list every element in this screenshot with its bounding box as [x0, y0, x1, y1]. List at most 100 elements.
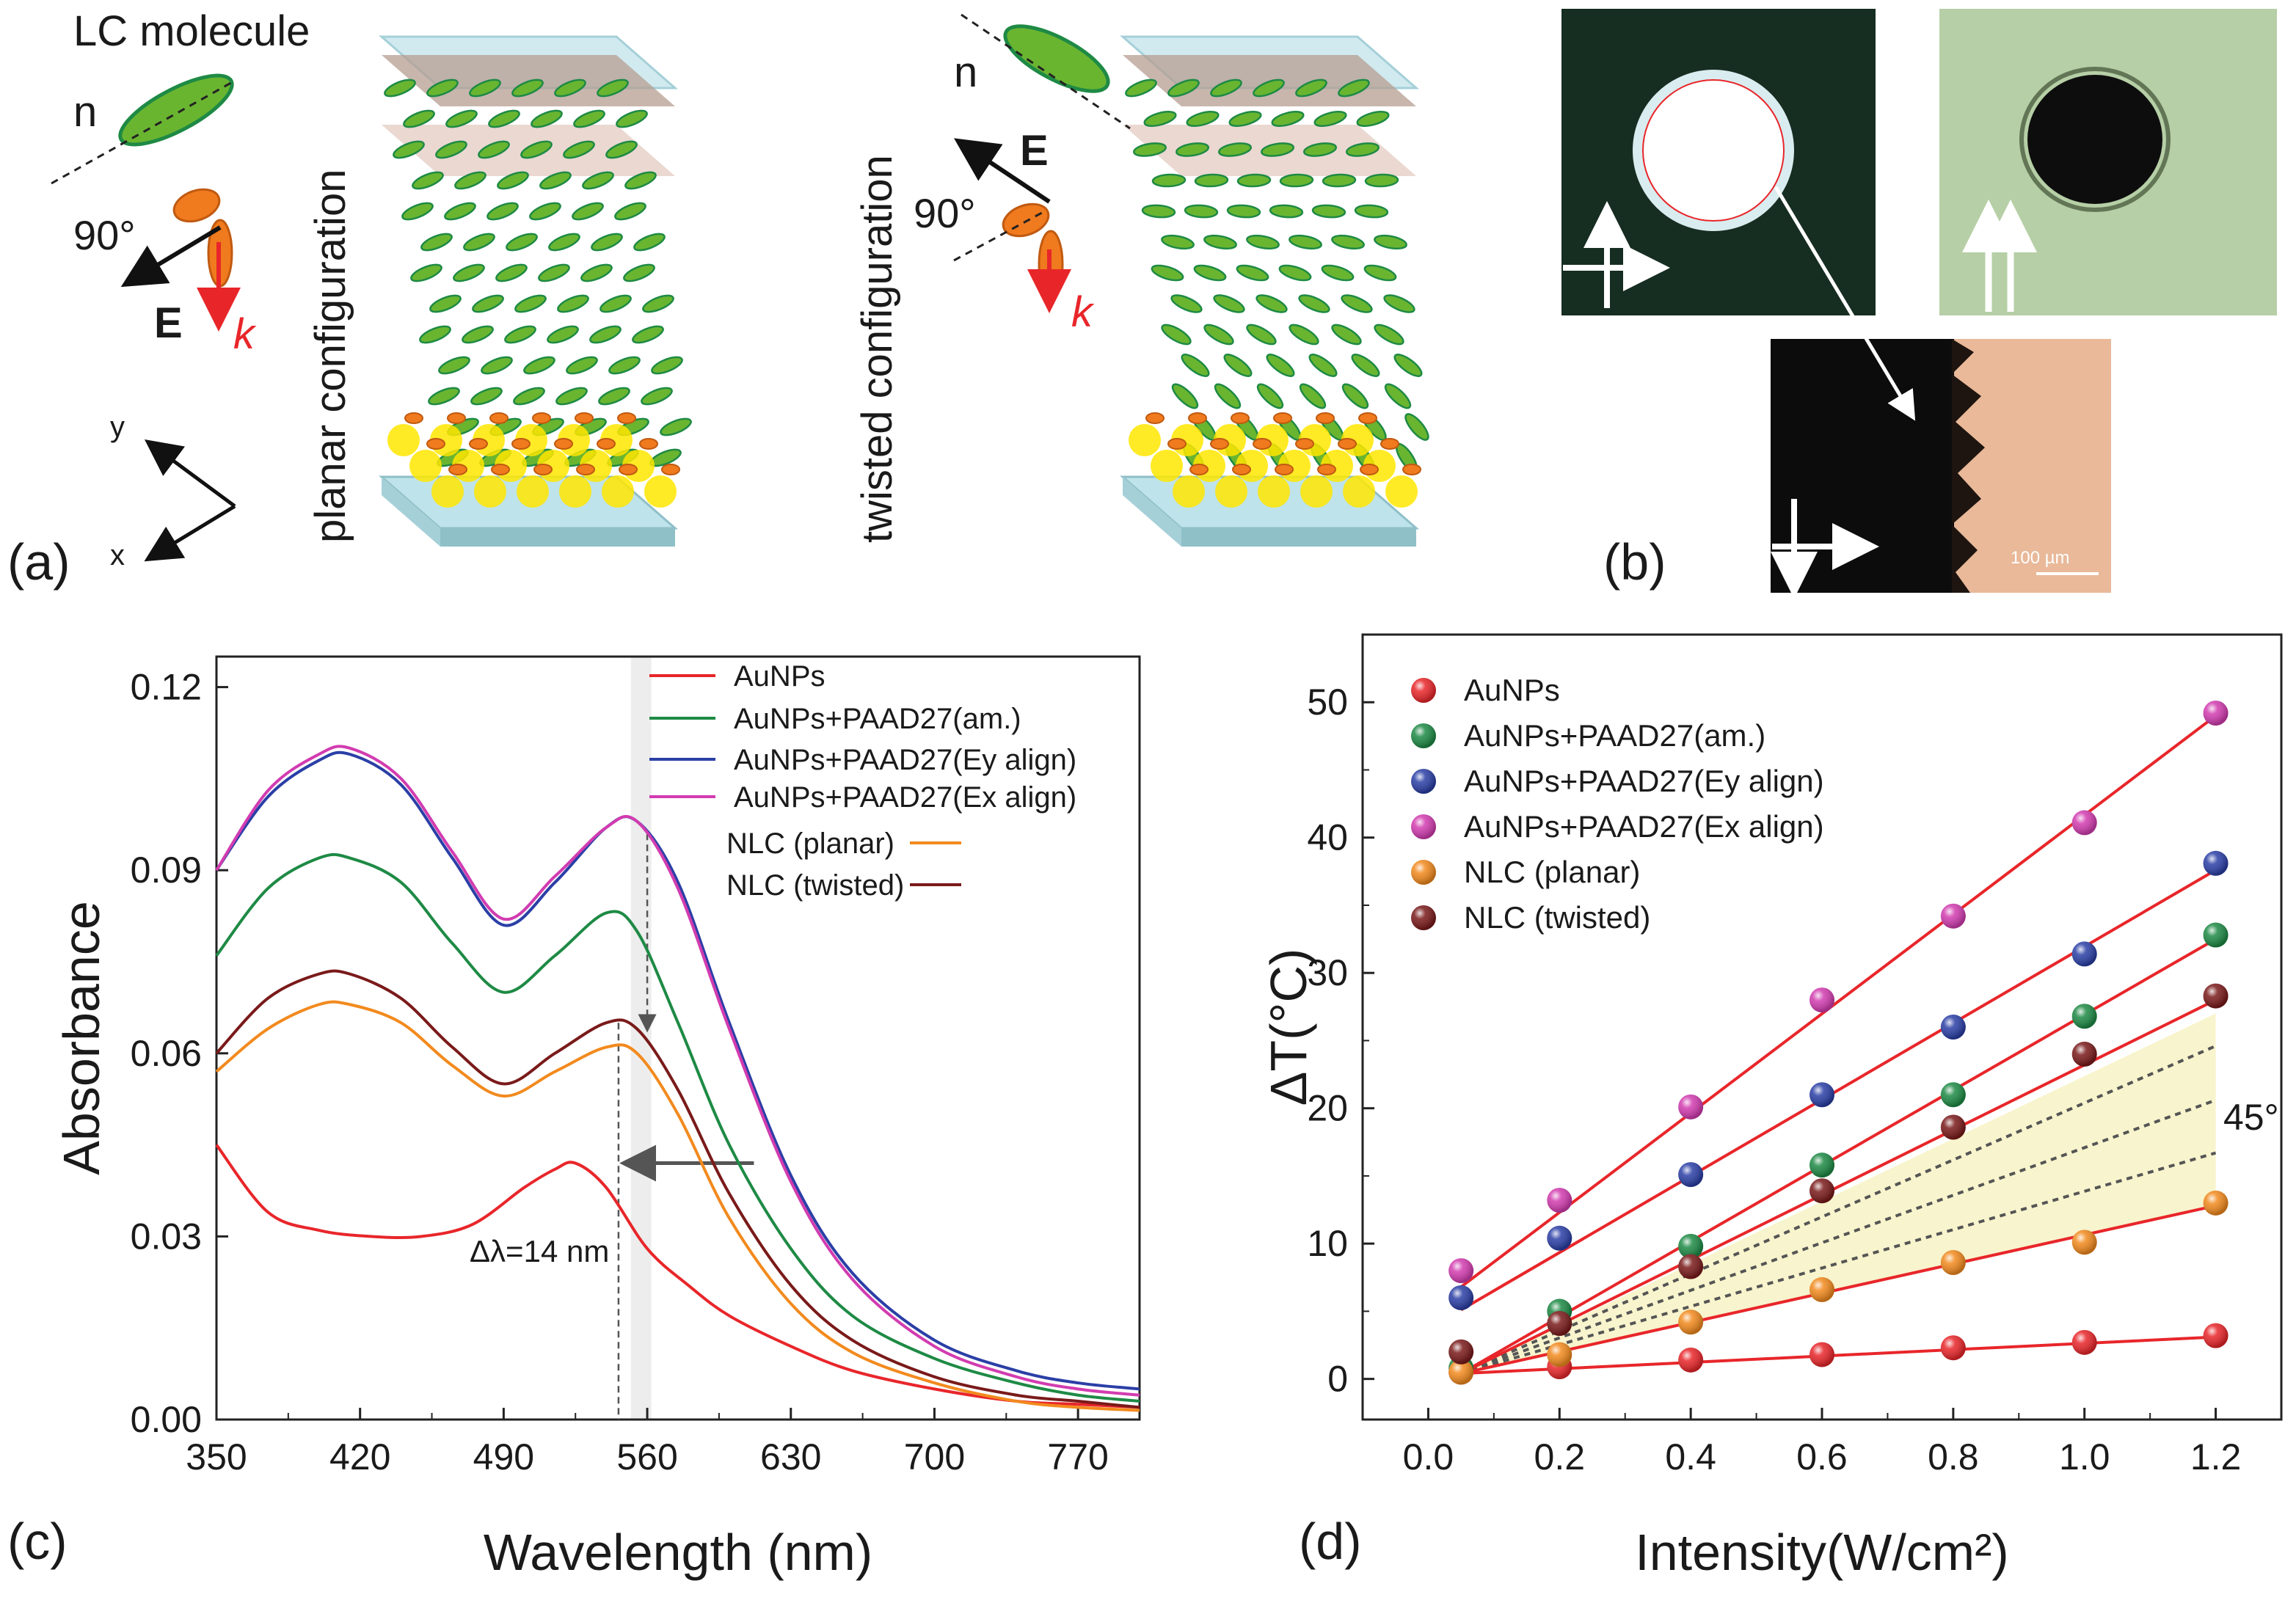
e-field-label-twisted: E — [1020, 127, 1049, 175]
lc-molecule — [572, 202, 604, 221]
dashed-guide-0 — [1460, 1044, 2217, 1376]
lc-molecule — [412, 171, 444, 190]
data-point-shine — [1940, 1250, 1966, 1275]
lc-molecule — [1236, 173, 1272, 188]
data-point-shine — [1678, 1162, 1704, 1188]
lc-molecule — [614, 202, 646, 221]
dye-molecule — [1167, 438, 1187, 450]
data-point-shine — [1448, 1359, 1474, 1385]
data-point-shine — [1678, 1347, 1704, 1373]
legend-label-5: NLC (twisted) — [726, 869, 904, 902]
dye-molecule — [639, 438, 658, 450]
lc-molecule — [529, 202, 561, 221]
gold-nanoparticle — [1385, 475, 1418, 508]
legend-label-4: NLC (planar) — [1464, 855, 1640, 889]
lc-molecule — [419, 325, 451, 344]
lc-molecule — [1354, 204, 1389, 219]
dashed-guide-1 — [1460, 1098, 2217, 1376]
x-tick-label: 0.6 — [1796, 1436, 1848, 1477]
lc-molecule — [539, 171, 572, 190]
lc-molecule — [660, 417, 692, 436]
dye-molecule — [1145, 412, 1165, 424]
gold-nanoparticle — [602, 475, 634, 508]
series-line-1 — [215, 852, 1140, 1403]
data-point-shine — [1810, 1276, 1834, 1302]
y-tick-label: 0.03 — [131, 1216, 202, 1257]
data-point-shine — [1678, 1233, 1704, 1259]
lc-molecule — [488, 109, 520, 128]
lc-molecule-icon — [118, 73, 234, 147]
x-tick-label: 0.2 — [1534, 1436, 1586, 1477]
micrograph-parallel-polarizers — [1939, 9, 2277, 315]
panel-c-label: (c) — [7, 1513, 68, 1570]
lc-molecule — [624, 171, 657, 190]
legend-label-0: AuNPs — [1464, 673, 1560, 707]
lc-molecule — [444, 202, 476, 221]
x-tick-label: 1.0 — [2059, 1436, 2110, 1477]
y-tick-label: 50 — [1307, 682, 1348, 723]
planar-configuration-label: planar configuration — [307, 169, 354, 543]
panel-a-label: (a) — [7, 533, 70, 591]
legend-label-4: NLC (planar) — [726, 828, 894, 860]
legend-label-2: AuNPs+PAAD27(Ey align) — [734, 744, 1076, 776]
series-line-4 — [215, 1000, 1140, 1412]
lc-molecule — [1279, 173, 1314, 188]
legend-label-3: AuNPs+PAAD27(Ex align) — [734, 781, 1076, 814]
x-axis-title: Wavelength (nm) — [484, 1524, 872, 1581]
legend-label-0: AuNPs — [734, 660, 826, 693]
legend-marker-shine — [1411, 723, 1436, 748]
lc-molecule — [1374, 234, 1407, 250]
lc-molecule — [573, 109, 605, 128]
lc-molecule — [469, 78, 501, 98]
dye-molecule — [576, 464, 595, 475]
data-point-shine — [1678, 1094, 1704, 1119]
lc-molecule — [563, 140, 595, 159]
lc-molecule — [547, 325, 579, 344]
lc-molecule — [605, 140, 638, 159]
dye-molecule — [491, 464, 510, 475]
lc-molecule — [566, 356, 598, 375]
lc-molecule — [623, 263, 655, 282]
data-point-shine — [1940, 1082, 1966, 1108]
dye-molecule — [1231, 412, 1250, 424]
dashed-guide-2 — [1460, 1151, 2217, 1376]
legend-label-5: NLC (twisted) — [1464, 900, 1650, 935]
dye-molecule — [661, 464, 680, 475]
lc-molecule — [1364, 173, 1399, 188]
lc-molecule — [1322, 173, 1357, 188]
dye-molecule — [1380, 438, 1399, 450]
gold-nanoparticle — [1151, 450, 1183, 482]
lc-molecule — [642, 294, 674, 313]
gold-nanoparticle — [1129, 424, 1161, 456]
lc-molecule — [1269, 204, 1304, 219]
lc-molecule — [1161, 324, 1192, 346]
lc-molecule — [1384, 383, 1412, 409]
legend-marker-shine — [1411, 905, 1436, 930]
lc-molecule — [420, 233, 453, 252]
lc-molecule — [438, 356, 470, 375]
lc-molecule — [513, 387, 545, 406]
lc-molecule — [384, 78, 416, 98]
gold-nanoparticle — [644, 475, 677, 508]
legend-marker-shine — [1411, 678, 1436, 703]
dye-molecule — [447, 412, 466, 424]
legend-label-2: AuNPs+PAAD27(Ey align) — [1464, 764, 1824, 798]
lc-molecule — [1203, 234, 1237, 250]
legend-marker-shine — [1411, 814, 1436, 839]
temperature-chart: 0.0 0.2 0.4 0.6 0.8 1.0 1.2 0 10 20 30 40 50 Intensit… — [1260, 633, 2283, 1581]
panel-b: 100 µm (b) — [1561, 9, 2277, 599]
legend-label-1: AuNPs+PAAD27(am.) — [734, 703, 1021, 735]
lc-molecule — [538, 263, 570, 282]
lc-molecule — [1141, 204, 1176, 219]
lc-molecule — [486, 202, 519, 221]
lc-molecule — [1203, 324, 1234, 346]
y-tick-label: 40 — [1307, 817, 1348, 858]
lc-molecule — [1246, 324, 1277, 346]
gold-nanoparticle — [409, 450, 442, 482]
dye-molecule — [1358, 412, 1377, 424]
e-field-arrow-icon-twisted — [954, 138, 1051, 204]
lc-molecule — [463, 233, 495, 252]
lc-molecule — [520, 140, 553, 159]
lc-molecule — [426, 78, 459, 98]
